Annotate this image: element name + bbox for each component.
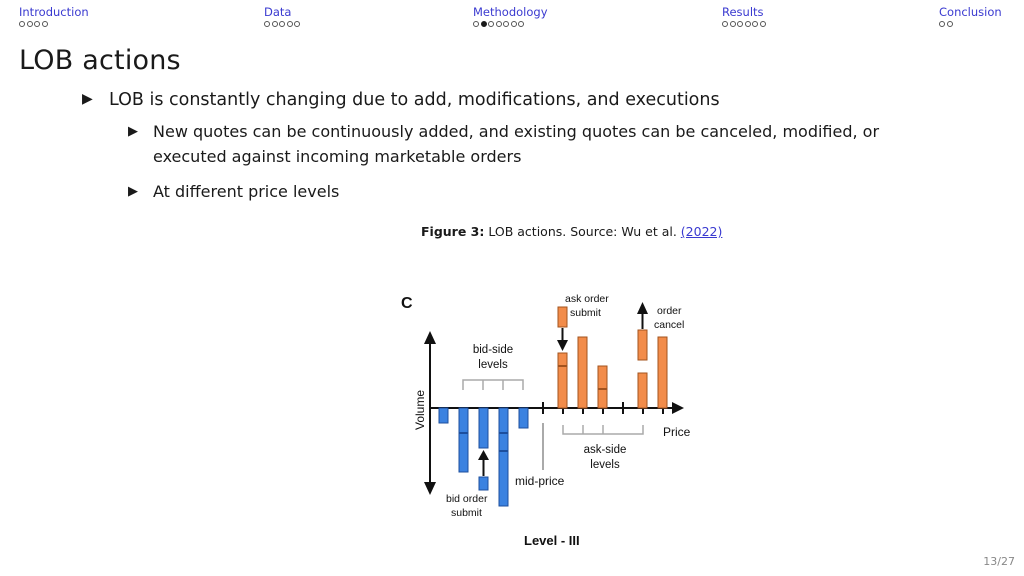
bid-levels-bracket [462, 379, 524, 390]
volume-label: Volume [413, 390, 427, 430]
nav-dot-icon[interactable] [510, 21, 517, 27]
nav-dot-icon[interactable] [264, 21, 270, 27]
lob-actions-figure: C Volume Price [400, 288, 710, 557]
bid-submit-label-line1: bid order [446, 493, 488, 505]
arrow-down-icon [557, 340, 568, 351]
ask-bar-1 [557, 352, 568, 409]
nav-dot-icon[interactable] [286, 21, 293, 27]
lob-diagram: C Volume Price [401, 293, 691, 548]
ask-levels-bracket [562, 425, 644, 435]
nav-dot-icon[interactable] [752, 21, 758, 27]
bid-bar-4 [498, 407, 509, 507]
nav-dot-icon[interactable] [19, 21, 25, 27]
nav-dot-icon[interactable] [26, 21, 33, 27]
nav-dot-icon[interactable] [737, 21, 743, 27]
nav-dot-icon[interactable] [294, 21, 300, 27]
nav-dot-icon[interactable] [480, 21, 487, 27]
nav-dots [264, 21, 300, 27]
bid-levels-label-line2: levels [478, 359, 508, 371]
mid-price-label: mid-price [515, 474, 565, 488]
nav-dots [939, 21, 1002, 27]
ask-bar-3 [597, 365, 608, 409]
sub-bullet-line: New quotes can be continuously added, an… [153, 122, 880, 141]
sub-bullet-2: ▶ At different price levels [128, 179, 339, 204]
nav-dot-icon[interactable] [939, 21, 945, 27]
nav-dot-icon[interactable] [744, 21, 751, 27]
ask-bar-2 [577, 336, 588, 409]
bullet-triangle-icon: ▶ [128, 124, 138, 139]
bullet-triangle-icon: ▶ [82, 91, 93, 107]
ask-bar-4 [637, 372, 648, 409]
ask-bar-5 [657, 336, 668, 409]
bullet-triangle-icon: ▶ [128, 184, 138, 199]
bid-bars [438, 407, 529, 507]
arrow-up-icon [637, 302, 648, 314]
nav-label[interactable]: Conclusion [939, 5, 1002, 19]
bullet-main: ▶ LOB is constantly changing due to add,… [82, 90, 869, 110]
page-number: 13/27 [983, 555, 1015, 568]
nav-dots [473, 21, 548, 27]
citation-link[interactable]: (2022) [680, 224, 723, 239]
caption-label: Figure 3: [421, 224, 485, 239]
price-label: Price [663, 425, 691, 439]
nav-dot-icon[interactable] [495, 21, 502, 27]
nav-dots [722, 21, 766, 27]
nav-dot-icon[interactable] [34, 21, 40, 27]
nav-dots [19, 21, 89, 27]
ask-levels-label-line2: levels [590, 459, 620, 471]
nav-label[interactable]: Methodology [473, 5, 548, 19]
nav-dot-icon[interactable] [729, 21, 736, 27]
nav-dot-icon[interactable] [759, 21, 766, 27]
panel-letter: C [401, 295, 413, 312]
nav-dot-icon[interactable] [722, 21, 728, 27]
ask-levels-label-line1: ask-side [584, 444, 627, 456]
arrow-down-icon [424, 482, 436, 495]
ask-bars [557, 306, 668, 409]
bid-bar-3 [478, 407, 489, 449]
cancel-order-box [637, 329, 648, 361]
slide-title: LOB actions [19, 45, 181, 76]
nav-data[interactable]: Data [264, 5, 300, 27]
arrow-up-icon [478, 450, 489, 460]
bid-bar-2 [458, 407, 469, 473]
caption-text: LOB actions. Source: Wu et al. [488, 224, 677, 239]
arrow-up-icon [424, 331, 436, 344]
figure-caption: Figure 3: LOB actions. Source: Wu et al.… [421, 224, 722, 239]
ask-order-box [557, 306, 568, 328]
sub-bullet-text: At different price levels [153, 182, 340, 201]
cancel-label-line1: order [657, 305, 682, 317]
ask-submit-label-line2: submit [570, 307, 601, 319]
bid-levels-label-line1: bid-side [473, 344, 513, 356]
section-navigation: Introduction Data Methodology Results Co… [0, 0, 1024, 36]
bid-submit-label-line2: submit [451, 507, 482, 519]
sub-bullet-line: executed against incoming marketable ord… [153, 147, 522, 166]
figure-footer: Level - III [524, 533, 580, 548]
nav-dot-icon[interactable] [488, 21, 494, 27]
nav-label[interactable]: Introduction [19, 5, 89, 19]
bullet-text: LOB is constantly changing due to add, m… [109, 90, 720, 110]
nav-dot-icon[interactable] [41, 21, 48, 27]
bid-bar-5 [518, 407, 529, 429]
nav-label[interactable]: Results [722, 5, 764, 19]
nav-dot-icon[interactable] [473, 21, 479, 27]
nav-dot-icon[interactable] [518, 21, 524, 27]
arrow-right-icon [672, 402, 684, 414]
cancel-label-line2: cancel [654, 319, 684, 331]
nav-dot-icon[interactable] [946, 21, 953, 27]
nav-methodology[interactable]: Methodology [473, 5, 548, 27]
nav-conclusion[interactable]: Conclusion [939, 5, 1002, 27]
nav-results[interactable]: Results [722, 5, 766, 27]
ask-submit-label-line1: ask order [565, 293, 609, 305]
bid-bar-1 [438, 407, 449, 424]
nav-label[interactable]: Data [264, 5, 292, 19]
sub-bullet-1: ▶ New quotes can be continuously added, … [128, 119, 943, 169]
nav-dot-icon[interactable] [279, 21, 285, 27]
nav-dot-icon[interactable] [503, 21, 509, 27]
nav-introduction[interactable]: Introduction [19, 5, 89, 27]
bid-order-box [478, 476, 489, 491]
nav-dot-icon[interactable] [271, 21, 278, 27]
